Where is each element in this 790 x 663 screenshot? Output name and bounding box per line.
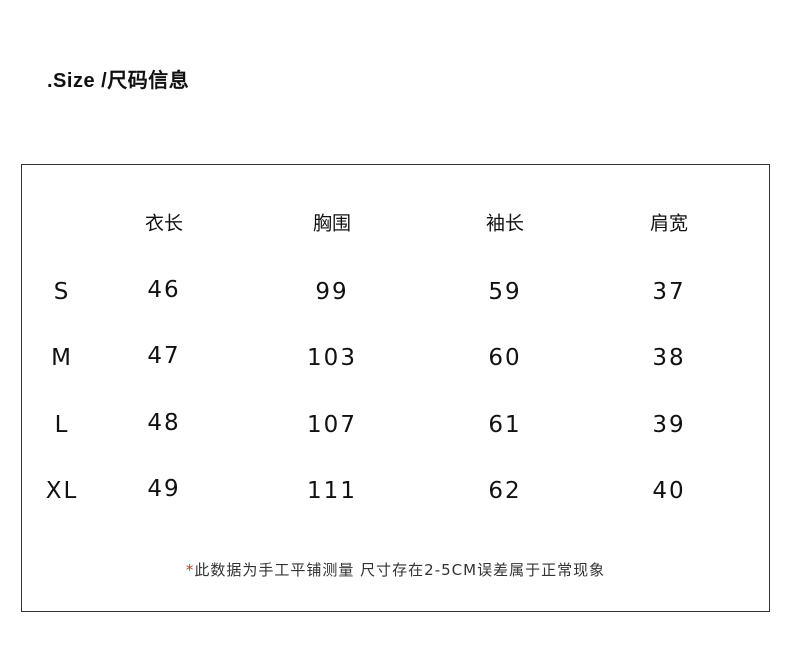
size-label: S	[53, 279, 71, 305]
table-cell: 61	[488, 412, 522, 438]
size-label: M	[51, 345, 73, 371]
measurement-note: *此数据为手工平铺测量 尺寸存在2-5CM误差属于正常现象	[22, 559, 769, 580]
table-cell: 59	[488, 279, 522, 305]
table-cell: 39	[652, 412, 686, 438]
header-chest: 胸围	[312, 212, 352, 235]
table-cell: 60	[488, 345, 522, 371]
table-cell: 48	[147, 410, 181, 436]
table-cell: 99	[315, 279, 349, 305]
page-title: .Size /尺码信息	[47, 70, 190, 92]
asterisk-marker: *	[185, 561, 195, 579]
table-cell: 107	[307, 412, 357, 438]
table-cell: 49	[147, 476, 181, 502]
size-table: 衣长 胸围 袖长 肩宽 S 46 99 59 37 M 47 103 60 38…	[21, 164, 770, 612]
note-text: 此数据为手工平铺测量 尺寸存在2-5CM误差属于正常现象	[194, 561, 606, 579]
size-label: L	[54, 412, 70, 438]
table-cell: 46	[147, 277, 181, 303]
header-length: 衣长	[144, 212, 184, 235]
header-shoulder: 肩宽	[649, 212, 689, 235]
table-cell: 62	[488, 478, 522, 504]
table-cell: 103	[307, 345, 357, 371]
header-sleeve: 袖长	[485, 212, 525, 235]
table-cell: 47	[147, 343, 181, 369]
size-label: XL	[45, 478, 79, 504]
table-cell: 37	[652, 279, 686, 305]
table-cell: 38	[652, 345, 686, 371]
table-cell: 111	[307, 478, 357, 504]
table-cell: 40	[652, 478, 686, 504]
